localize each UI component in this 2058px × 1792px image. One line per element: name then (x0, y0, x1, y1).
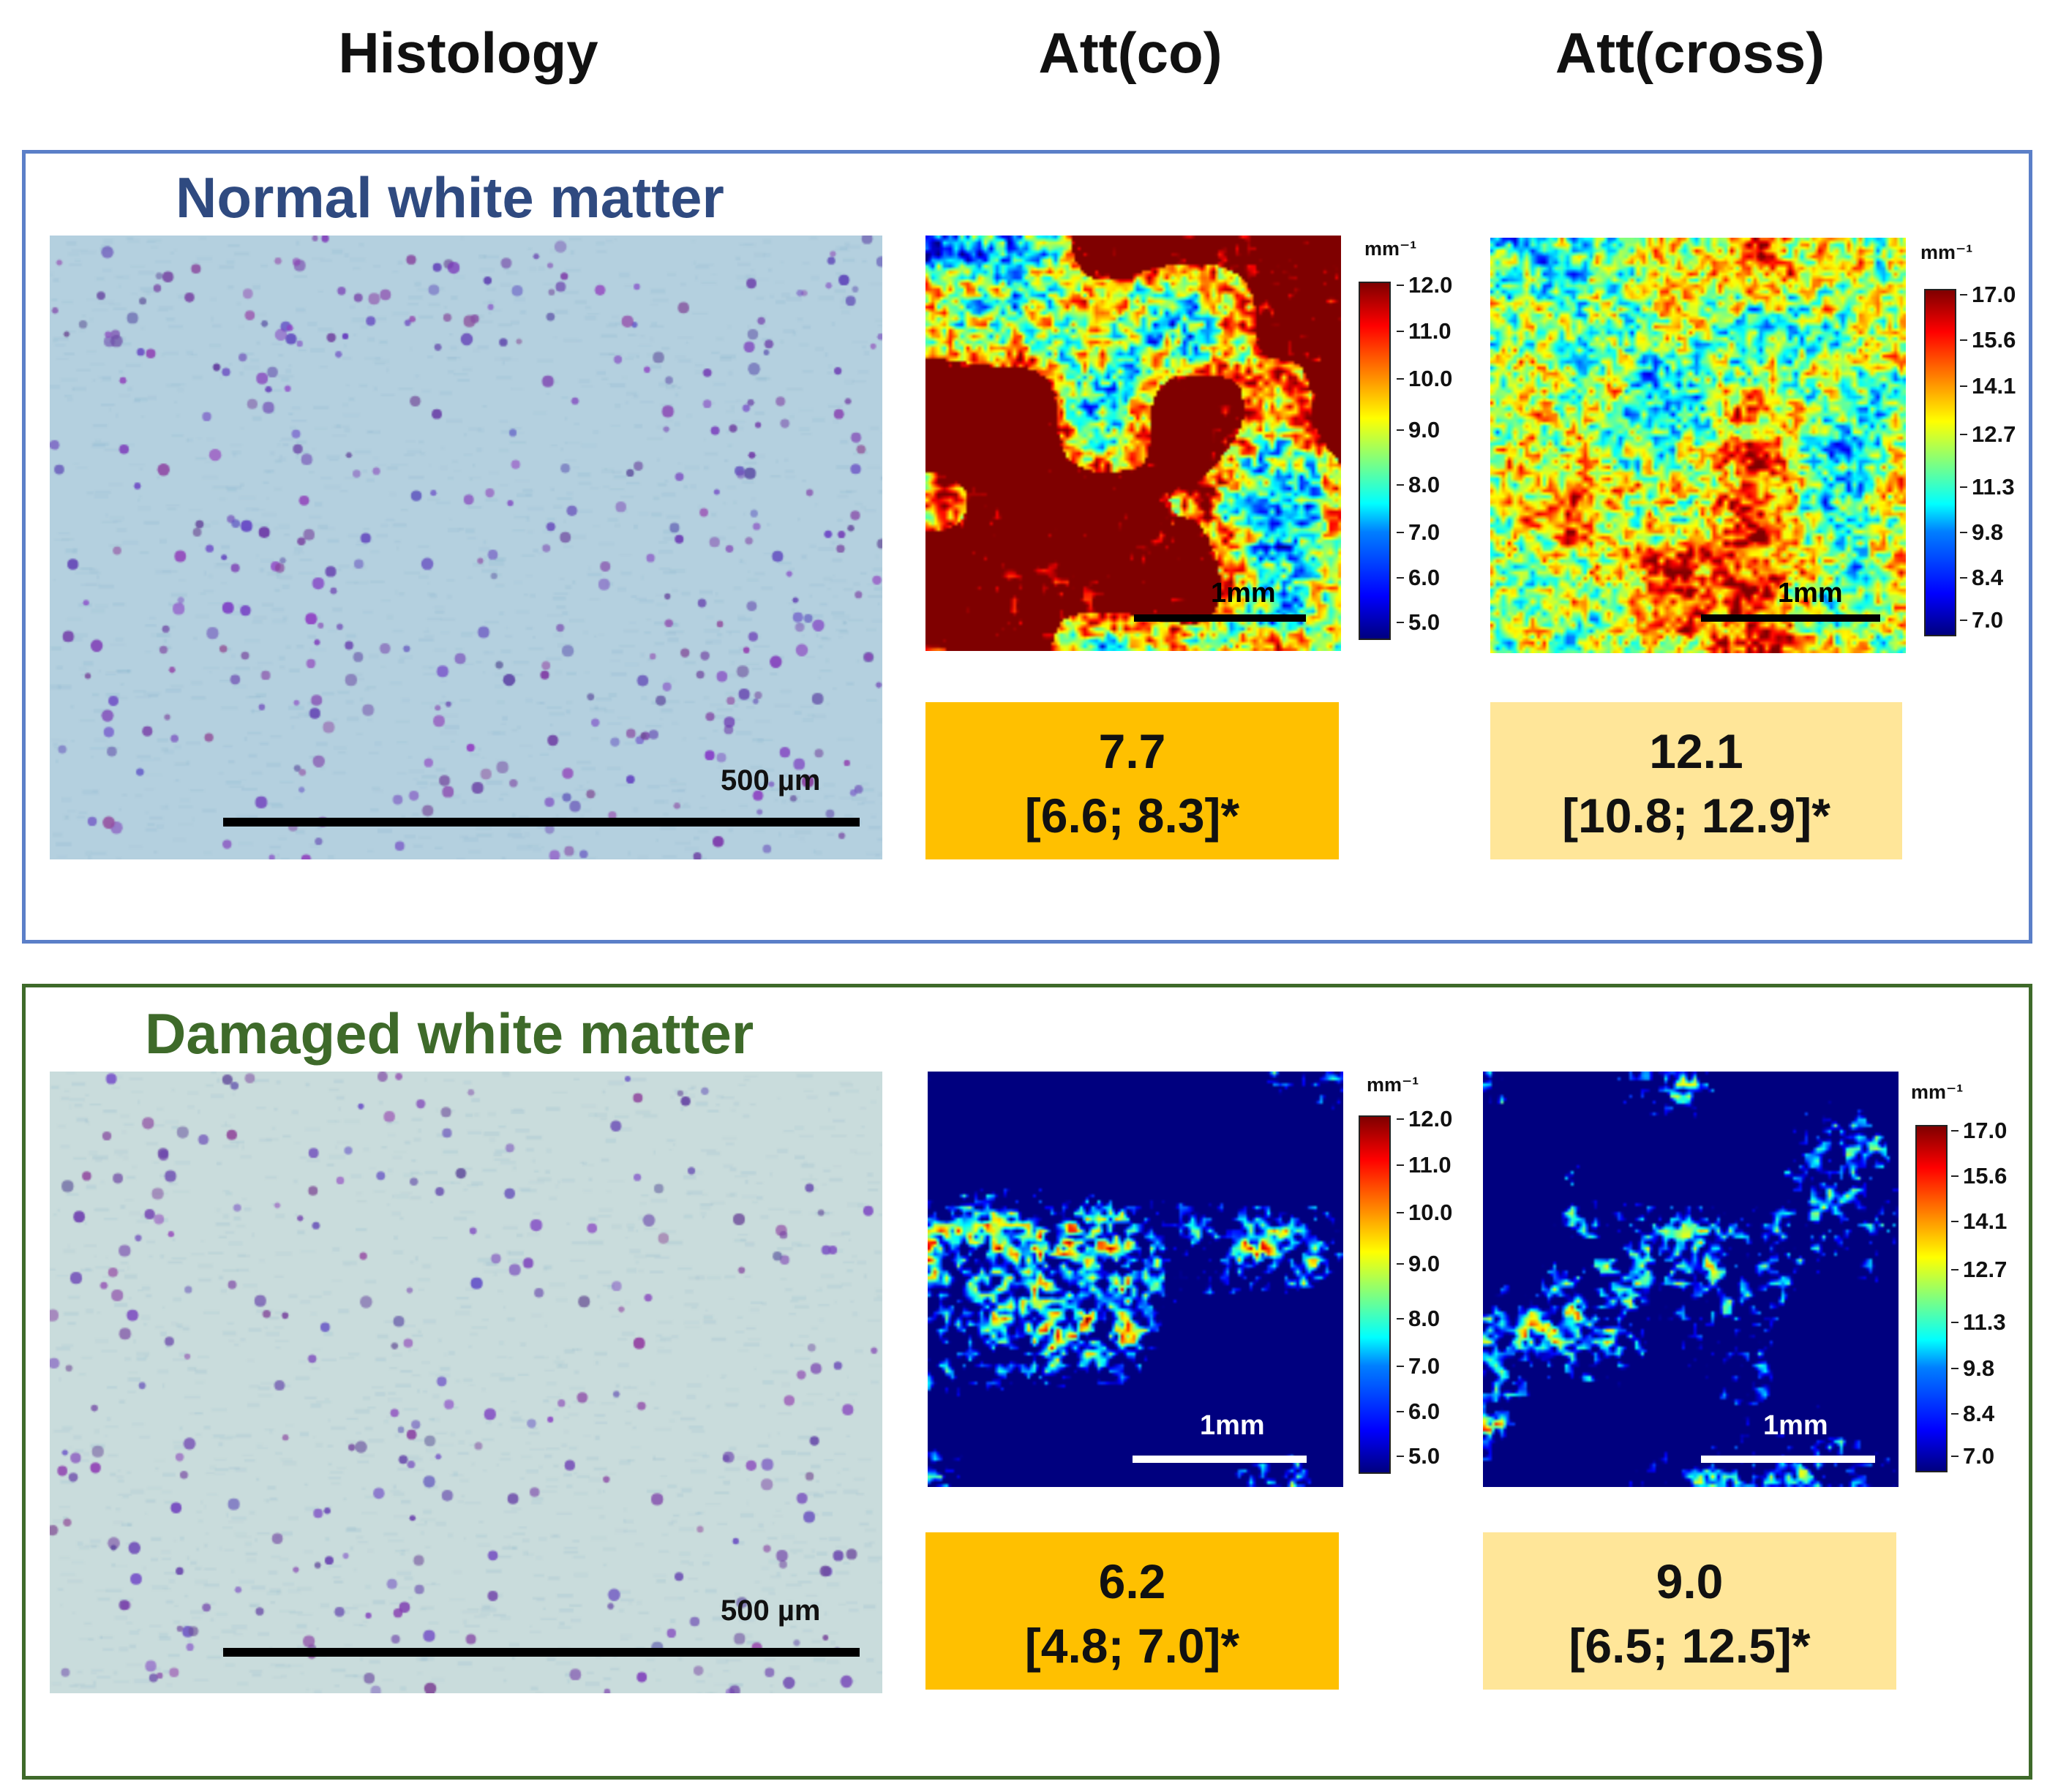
att-cross-interval-damaged: [6.5; 12.5]* (1569, 1619, 1811, 1673)
colorbar-tick: 12.0 (1396, 272, 1453, 298)
att-cross-median-normal: 12.1 (1649, 724, 1743, 778)
colorbar-tick: 6.0 (1396, 565, 1441, 590)
colorbar-tick: 8.4 (1959, 565, 2004, 590)
colorbar-unit-co-damaged: mm⁻¹ (1367, 1074, 1419, 1096)
map-scale-label-co-normal: 1mm (1211, 578, 1276, 609)
att-cross-value-box-damaged: 9.0 [6.5; 12.5]* (1483, 1532, 1896, 1690)
colorbar-tick: 7.0 (1950, 1443, 1995, 1469)
colorbar-tick: 11.3 (1951, 1309, 2006, 1335)
colorbar-tick: 6.0 (1396, 1398, 1441, 1424)
att-cross-map-normal (1490, 238, 1906, 653)
colorbar-unit-cross-normal: mm⁻¹ (1920, 241, 1973, 263)
colorbar-co-damaged (1359, 1115, 1391, 1474)
colorbar-tick: 15.6 (1959, 327, 2016, 353)
panel-title-normal: Normal white matter (176, 165, 724, 230)
colorbar-tick: 9.0 (1396, 1251, 1441, 1276)
histology-scale-label-normal: 500 µm (721, 764, 821, 797)
colorbar-cross-normal (1924, 289, 1956, 636)
colorbar-tick: 7.0 (1959, 607, 2004, 633)
colorbar-tick: 12.7 (1959, 421, 2016, 447)
colorbar-tick: 14.1 (1950, 1208, 2008, 1234)
map-scale-label-cross-damaged: 1mm (1763, 1410, 1828, 1441)
att-co-interval-damaged: [4.8; 7.0]* (1024, 1619, 1240, 1673)
map-scale-bar-cross-normal (1701, 614, 1880, 622)
map-scale-label-cross-normal: 1mm (1778, 578, 1843, 609)
colorbar-tick: 7.0 (1396, 519, 1441, 545)
att-co-value-box-damaged: 6.2 [4.8; 7.0]* (925, 1532, 1339, 1690)
colorbar-tick: 11.0 (1397, 1152, 1452, 1178)
colorbar-tick: 9.8 (1959, 519, 2004, 545)
column-heading-att-cross: Att(cross) (1555, 20, 1825, 85)
colorbar-tick: 12.7 (1950, 1257, 2008, 1282)
colorbar-tick: 12.0 (1396, 1106, 1453, 1132)
colorbar-tick: 9.8 (1950, 1355, 1995, 1381)
map-scale-label-co-damaged: 1mm (1200, 1410, 1265, 1441)
att-co-value-box-normal: 7.7 [6.6; 8.3]* (925, 702, 1339, 859)
att-cross-median-damaged: 9.0 (1656, 1554, 1724, 1608)
column-heading-att-co: Att(co) (1038, 20, 1223, 85)
panel-title-damaged: Damaged white matter (145, 1001, 754, 1066)
colorbar-tick: 5.0 (1396, 609, 1441, 635)
histology-scale-label-damaged: 500 µm (721, 1595, 821, 1627)
colorbar-tick: 5.0 (1396, 1443, 1441, 1469)
colorbar-unit-co-normal: mm⁻¹ (1364, 238, 1417, 260)
colorbar-unit-cross-damaged: mm⁻¹ (1911, 1081, 1964, 1103)
colorbar-tick: 9.0 (1396, 417, 1441, 443)
att-cross-map-damaged (1483, 1072, 1899, 1487)
normal-white-matter-panel (22, 150, 2032, 944)
att-co-median-damaged: 6.2 (1098, 1554, 1166, 1608)
att-cross-value-box-normal: 12.1 [10.8; 12.9]* (1490, 702, 1902, 859)
colorbar-tick: 11.0 (1397, 318, 1452, 344)
map-scale-bar-co-normal (1134, 614, 1306, 622)
colorbar-tick: 11.3 (1960, 474, 2015, 500)
colorbar-tick: 10.0 (1396, 366, 1453, 391)
att-co-map-normal (925, 236, 1341, 651)
histology-image-normal (50, 236, 882, 859)
colorbar-tick: 7.0 (1396, 1353, 1441, 1379)
damaged-white-matter-panel (22, 984, 2032, 1780)
att-co-map-damaged (928, 1072, 1343, 1487)
att-cross-interval-normal: [10.8; 12.9]* (1562, 788, 1830, 843)
map-scale-bar-co-damaged (1133, 1456, 1307, 1463)
colorbar-tick: 8.4 (1950, 1401, 1995, 1426)
column-heading-histology: Histology (338, 20, 598, 85)
att-co-interval-normal: [6.6; 8.3]* (1024, 788, 1240, 843)
colorbar-cross-damaged (1915, 1125, 1948, 1472)
histology-scale-bar-damaged (223, 1648, 860, 1657)
colorbar-tick: 17.0 (1950, 1118, 2008, 1143)
map-scale-bar-cross-damaged (1701, 1456, 1875, 1463)
att-co-median-normal: 7.7 (1098, 724, 1166, 778)
colorbar-tick: 15.6 (1950, 1163, 2008, 1189)
colorbar-co-normal (1359, 282, 1391, 640)
histology-scale-bar-normal (223, 818, 860, 827)
histology-image-damaged (50, 1072, 882, 1693)
colorbar-tick: 14.1 (1959, 373, 2016, 399)
colorbar-tick: 8.0 (1396, 1306, 1441, 1331)
colorbar-tick: 10.0 (1396, 1200, 1453, 1225)
colorbar-tick: 8.0 (1396, 472, 1441, 497)
colorbar-tick: 17.0 (1959, 282, 2016, 307)
